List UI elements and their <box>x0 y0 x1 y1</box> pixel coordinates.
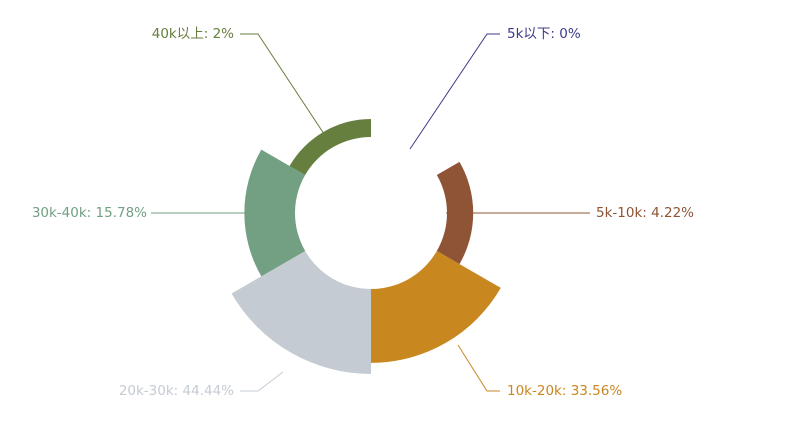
leader-line-20k-30k <box>240 371 284 392</box>
slice-20k-30k[interactable] <box>231 251 371 374</box>
leader-line-group <box>151 33 590 392</box>
slice-group <box>231 118 501 374</box>
slice-30k-40k[interactable] <box>244 149 306 277</box>
leader-line-5k以下 <box>409 33 500 150</box>
data-label-5k-10k: 5k-10k: 4.22% <box>596 205 694 221</box>
leader-line-40k以上 <box>240 33 333 147</box>
data-label-30k-40k: 30k-40k: 15.78% <box>32 205 147 221</box>
data-label-5k以下: 5k以下: 0% <box>507 26 581 42</box>
data-label-20k-30k: 20k-30k: 44.44% <box>119 383 234 399</box>
data-label-40k以上: 40k以上: 2% <box>152 26 234 42</box>
leader-line-10k-20k <box>457 344 500 392</box>
label-group: 5k以下: 0% 5k-10k: 4.22% 10k-20k: 33.56% 20k-… <box>32 26 694 399</box>
slice-10k-20k[interactable] <box>371 251 501 363</box>
slice-40k以上[interactable] <box>289 118 371 175</box>
data-label-10k-20k: 10k-20k: 33.56% <box>507 383 622 399</box>
